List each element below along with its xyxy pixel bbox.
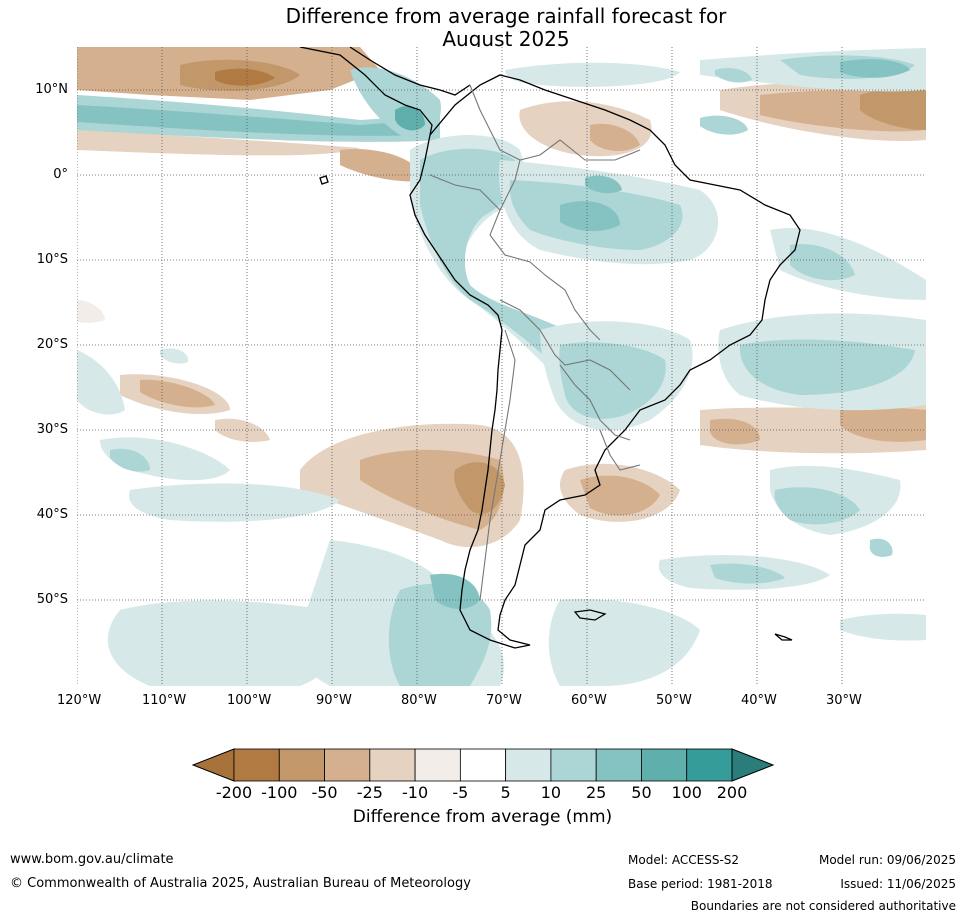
colorbar [191, 748, 775, 782]
lon-label-30w: 30°W [826, 693, 862, 708]
colorbar-swatch [505, 748, 552, 782]
dry-anomaly-regions [77, 47, 926, 548]
colorbar-tick-label: -25 [356, 783, 383, 802]
wet-anomaly-regions [77, 48, 926, 686]
colorbar-swatch [233, 748, 280, 782]
map-title-line1: Difference from average rainfall forecas… [285, 4, 727, 28]
colorbar-swatch [414, 748, 461, 782]
lon-label-60w: 60°W [571, 693, 607, 708]
colorbar-tick-label: -5 [452, 783, 469, 802]
country-boundaries [429, 84, 641, 601]
footer-website: www.bom.gov.au/climate [10, 852, 174, 867]
lat-label-20s: 20°S [36, 337, 68, 352]
lat-label-10s: 10°S [36, 252, 68, 267]
colorbar-extend-high [731, 748, 775, 782]
colorbar-swatch [278, 748, 325, 782]
lon-label-80w: 80°W [401, 693, 437, 708]
colorbar-tick-label: -50 [311, 783, 338, 802]
footer-issued: Issued: 11/06/2025 [840, 877, 956, 891]
lon-label-50w: 50°W [656, 693, 692, 708]
colorbar-swatch [686, 748, 733, 782]
colorbar-swatch [641, 748, 688, 782]
galapagos [319, 175, 329, 185]
south-america-coastline [409, 74, 801, 649]
lon-label-70w: 70°W [486, 693, 522, 708]
colorbar-tick-label: -10 [402, 783, 429, 802]
coastlines [299, 47, 801, 649]
colorbar-swatch [369, 748, 416, 782]
south-georgia [774, 633, 793, 641]
map-area [77, 47, 926, 686]
colorbar-tick-label: 50 [631, 783, 652, 802]
footer-base-period: Base period: 1981-2018 [628, 877, 773, 891]
lon-label-120w: 120°W [57, 693, 102, 708]
graticule [77, 47, 926, 686]
lon-label-100w: 100°W [227, 693, 272, 708]
colorbar-tick-label: 25 [585, 783, 607, 802]
falkland-islands [573, 609, 607, 621]
colorbar-swatch [324, 748, 371, 782]
colorbar-tick-label: -100 [261, 783, 298, 802]
footer-disclaimer: Boundaries are not considered authoritat… [690, 899, 956, 913]
lat-label-40s: 40°S [36, 507, 68, 522]
footer-model-run: Model run: 09/06/2025 [818, 853, 956, 867]
colorbar-extend-low [191, 748, 235, 782]
colorbar-tick-label: 5 [500, 783, 511, 802]
central-america-coastline [299, 47, 433, 136]
footer-model: Model: ACCESS-S2 [628, 853, 740, 867]
lat-label-0: 0° [53, 167, 68, 182]
colorbar-swatch [550, 748, 597, 782]
lat-label-30s: 30°S [36, 422, 68, 437]
lon-label-90w: 90°W [316, 693, 352, 708]
lon-label-40w: 40°W [741, 693, 777, 708]
colorbar-swatch [459, 748, 507, 782]
colorbar-tick-label: 200 [716, 783, 748, 802]
lat-label-50s: 50°S [36, 592, 68, 607]
colorbar-tick-label: 100 [671, 783, 702, 802]
lon-label-110w: 110°W [142, 693, 187, 708]
lat-label-10n: 10°N [35, 82, 68, 97]
colorbar-swatch [595, 748, 642, 782]
colorbar-title: Difference from average (mm) [352, 807, 613, 827]
colorbar-tick-label: -200 [215, 783, 253, 802]
central-america-north-coastline [349, 47, 471, 96]
colorbar-tick-label: 10 [540, 783, 562, 802]
footer-copyright: © Commonwealth of Australia 2025, Austra… [10, 876, 471, 891]
map-title-line2: August 2025 [442, 27, 570, 51]
